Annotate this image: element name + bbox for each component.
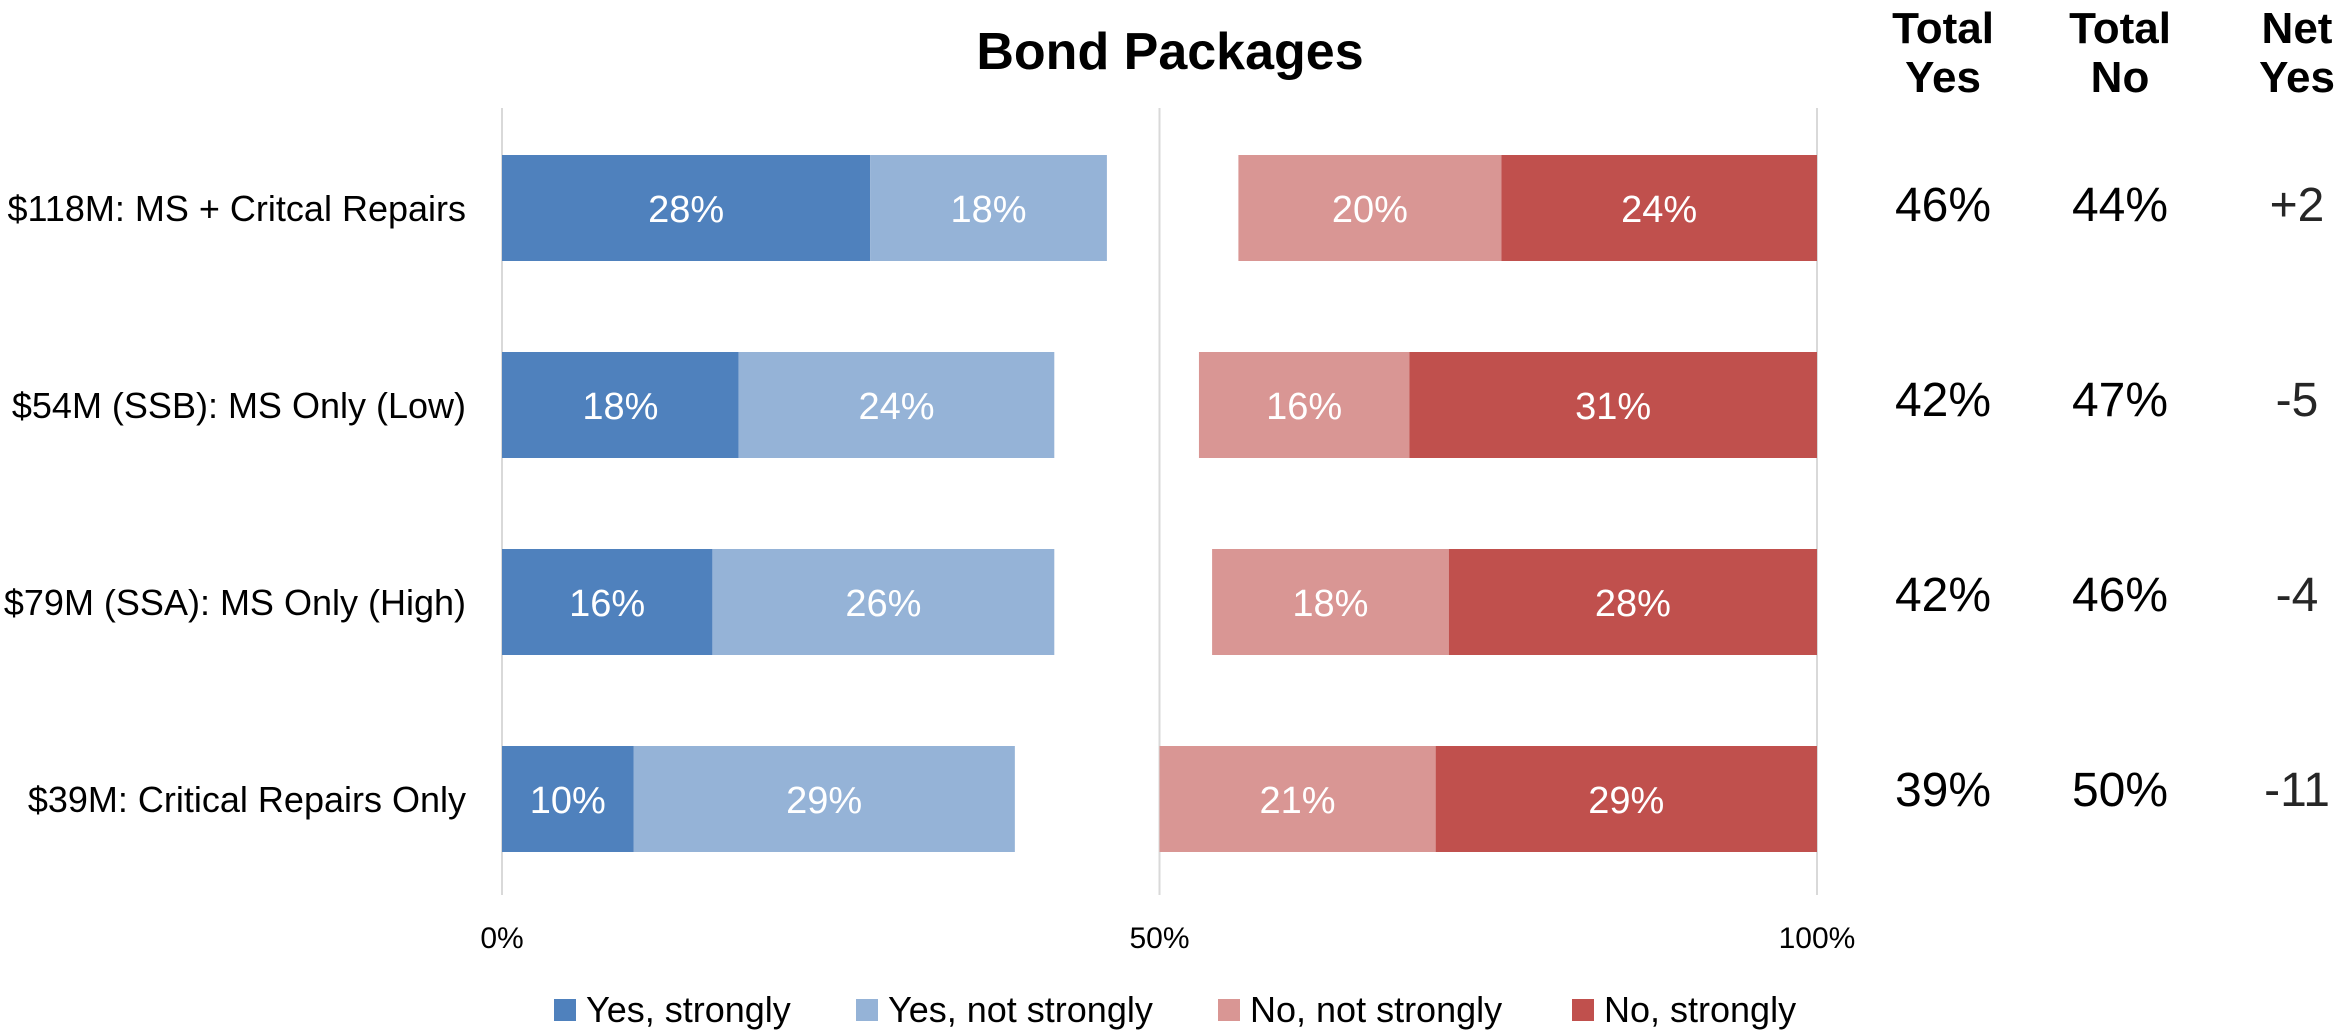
header-net-yes: Net Yes [2212,4,2351,102]
bar-segment [1501,155,1817,261]
net-yes-value: -4 [2275,569,2319,622]
legend-swatch [856,999,878,1021]
header-net-yes-line1: Net [2261,4,2333,53]
total-no-value: 44% [2071,179,2169,232]
net-yes-value: +2 [2269,179,2325,232]
bar-segment [1159,746,1436,852]
data-label: 28% [648,189,724,231]
data-label: 18% [582,386,658,428]
total-yes-value: 42% [1894,374,1992,427]
data-label: 28% [1595,583,1671,625]
bar-segment [1409,352,1817,458]
bar-segment [502,549,713,655]
legend-item: Yes, not strongly [856,989,1153,1030]
data-label: 24% [858,386,934,428]
net-yes-value: -11 [2264,764,2330,817]
bar-segment [1198,352,1410,458]
bar-segment [870,155,1107,261]
header-total-yes-line2: Yes [1905,53,1981,102]
bar-segment [502,352,739,458]
bar-segment [1435,746,1817,852]
bar-segment [502,155,871,261]
bar-segment [738,352,1055,458]
total-no-value: 50% [2071,764,2169,817]
total-no-value: 46% [2071,569,2169,622]
legend-item: No, strongly [1572,989,1797,1030]
data-label: 26% [845,583,921,625]
header-total-no-line1: Total [2069,4,2171,53]
bar-segment [633,746,1015,852]
legend-item: No, not strongly [1218,989,1503,1030]
total-yes-value: 39% [1894,764,1992,817]
data-label: 18% [951,189,1027,231]
category-label: $39M: Critical Repairs Only [28,779,466,820]
category-label: $79M (SSA): MS Only (High) [4,582,466,623]
data-label: 16% [569,583,645,625]
data-label: 24% [1621,189,1697,231]
data-label: 16% [1266,386,1342,428]
chart-title: Bond Packages [976,23,1364,81]
header-total-no-line2: No [2090,53,2150,102]
legend-label: Yes, strongly [586,989,791,1030]
legend-label: No, strongly [1604,989,1797,1030]
bar-segment [502,746,634,852]
legend-label: No, not strongly [1250,989,1503,1030]
total-yes-value: 46% [1894,179,1992,232]
category-label: $118M: MS + Critcal Repairs [8,188,467,229]
total-no-value: 47% [2071,374,2169,427]
header-net-yes-line2: Yes [2259,53,2335,102]
data-label: 20% [1332,189,1408,231]
bar-segment [712,549,1055,655]
legend-swatch [554,999,576,1021]
data-label: 21% [1260,780,1336,822]
legend-item: Yes, strongly [554,989,791,1030]
data-label: 31% [1575,386,1651,428]
net-yes-value: -5 [2275,374,2319,427]
x-tick-label: 50% [1129,922,1189,955]
legend-label: Yes, not strongly [888,989,1153,1030]
x-tick-label: 0% [480,922,523,955]
bar-segment [1448,549,1817,655]
data-label: 10% [530,780,606,822]
total-yes-value: 42% [1894,569,1992,622]
legend-swatch [1218,999,1240,1021]
header-total-yes-line1: Total [1892,4,1994,53]
bar-segment [1212,549,1449,655]
legend-swatch [1572,999,1594,1021]
bar-segment [1238,155,1502,261]
data-label: 29% [786,780,862,822]
header-total-yes: Total Yes [1858,4,2028,102]
data-label: 18% [1292,583,1368,625]
legend: Yes, strongly Yes, not strongly No, not … [0,989,2351,1030]
header-total-no: Total No [2035,4,2205,102]
x-tick-label: 100% [1779,922,1856,955]
category-label: $54M (SSB): MS Only (Low) [12,385,466,426]
data-label: 29% [1588,780,1664,822]
